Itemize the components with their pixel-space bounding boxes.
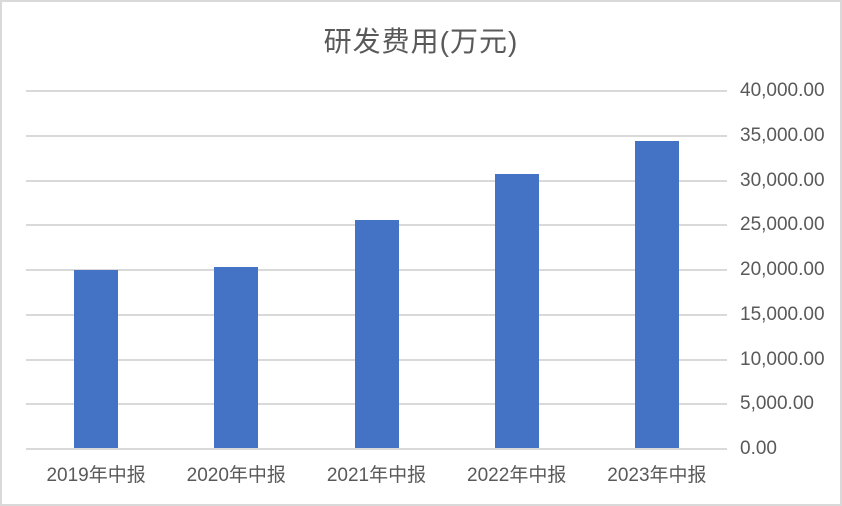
- x-tick-label: 2020年中报: [186, 465, 286, 486]
- x-tick-label: 2022年中报: [467, 465, 567, 486]
- bar-2022年中报: [495, 174, 539, 448]
- gridline-35000: [26, 134, 727, 137]
- y-tick-label: 20,000.00: [740, 259, 825, 280]
- chart-title: 研发费用(万元): [323, 26, 519, 57]
- bar-2021年中报: [355, 220, 399, 448]
- y-tick-label: 25,000.00: [740, 214, 825, 236]
- y-tick-label: 35,000.00: [740, 124, 825, 146]
- bar-2019年中报: [74, 270, 118, 448]
- gridline-40000: [26, 90, 727, 92]
- y-tick-label: 15,000.00: [740, 303, 825, 325]
- x-tick-label: 2023年中报: [607, 465, 707, 486]
- y-tick-label: 30,000.00: [740, 169, 825, 191]
- gridline-0: [26, 448, 727, 450]
- bar-2023年中报: [635, 141, 679, 448]
- plot-area: [26, 90, 727, 450]
- y-tick-label: 40,000.00: [740, 80, 825, 101]
- y-tick-label: 5,000.00: [740, 393, 814, 415]
- x-tick-label: 2019年中报: [46, 465, 146, 486]
- y-tick-label: 10,000.00: [740, 348, 825, 370]
- y-tick-label: 0.00: [740, 438, 777, 459]
- x-tick-label: 2021年中报: [326, 465, 427, 486]
- gridline-30000: [26, 179, 727, 182]
- bar-2020年中报: [214, 267, 258, 448]
